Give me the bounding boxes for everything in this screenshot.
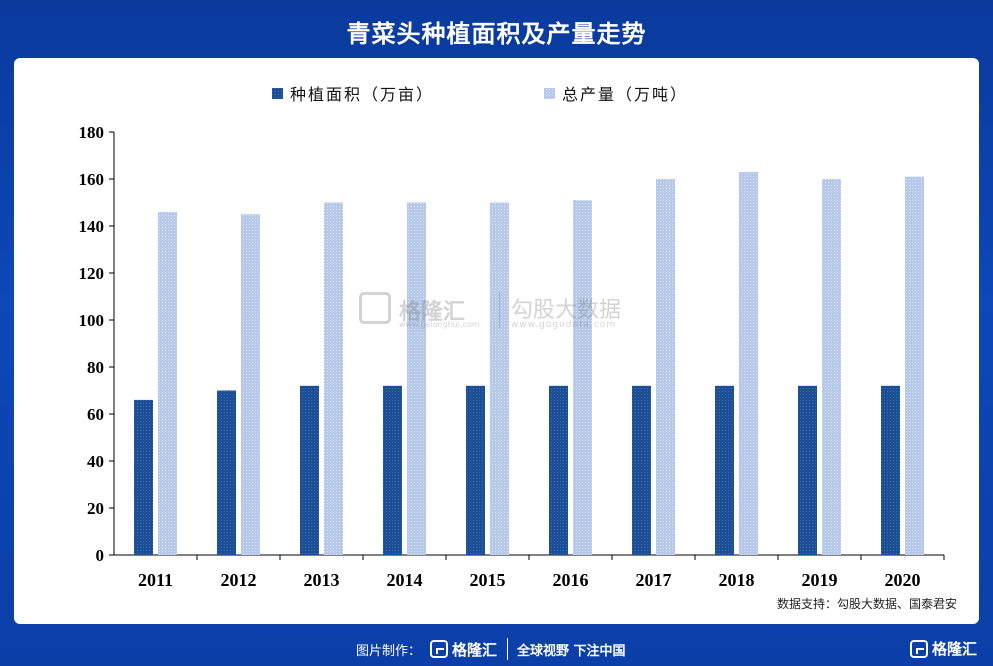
legend-swatch-0 xyxy=(272,88,283,99)
bar-area-2018 xyxy=(715,385,734,555)
x-tick-label: 2013 xyxy=(304,570,340,590)
y-tick-label: 60 xyxy=(87,405,104,424)
x-tick-label: 2014 xyxy=(387,570,423,590)
bar-output-2013 xyxy=(324,202,343,555)
footer-logo: 格隆汇 xyxy=(430,638,497,660)
bar-output-2014 xyxy=(407,202,426,555)
source-note: 数据支持：勾股大数据、国泰君安 xyxy=(776,597,957,611)
x-tick-label: 2020 xyxy=(885,570,921,590)
y-tick-label: 160 xyxy=(79,170,105,189)
y-tick-label: 180 xyxy=(79,123,105,142)
footer-slogan: 全球视野 下注中国 xyxy=(517,644,626,659)
watermark-data-brand: 勾股大数据 xyxy=(511,298,622,323)
corner-brand: 格隆汇 xyxy=(931,640,977,658)
bar-output-2020 xyxy=(905,176,924,555)
page-title: 青菜头种植面积及产量走势 xyxy=(346,20,647,48)
x-tick-label: 2012 xyxy=(221,570,257,590)
bar-chart: 0 20 40 60 80 100 120 140 160 180 2011 2012 2013 2014… xyxy=(79,85,945,590)
bar-area-2013 xyxy=(300,385,319,555)
watermark-divider xyxy=(499,292,500,328)
x-tick-label: 2016 xyxy=(553,570,589,590)
y-tick-label: 80 xyxy=(87,358,104,377)
bar-area-2011 xyxy=(134,399,153,555)
y-tick-label: 120 xyxy=(79,264,105,283)
footer: 图片制作： 格隆汇 全球视野 下注中国 格隆汇 xyxy=(0,636,993,666)
y-tick-label: 40 xyxy=(87,452,104,471)
bar-output-2017 xyxy=(656,179,675,555)
y-tick-label: 0 xyxy=(96,546,105,565)
watermark-data-url: www.gogudata.com xyxy=(511,320,617,330)
corner-logo-icon xyxy=(909,639,928,658)
bar-output-2019 xyxy=(822,179,841,555)
legend-label-0: 种植面积（万亩） xyxy=(290,85,434,104)
bar-output-2011 xyxy=(158,211,177,555)
x-tick-label: 2017 xyxy=(636,570,672,590)
x-tick-label: 2011 xyxy=(138,570,173,590)
brand-logo-icon xyxy=(430,640,448,658)
y-tick-label: 100 xyxy=(79,311,105,330)
bar-area-2015 xyxy=(466,385,485,555)
bar-area-2017 xyxy=(632,385,651,555)
footer-brand: 格隆汇 xyxy=(452,640,498,659)
bar-area-2019 xyxy=(798,385,817,555)
bar-area-2012 xyxy=(217,390,236,555)
watermark-brand: 格隆汇 xyxy=(399,300,466,325)
y-tick-label: 20 xyxy=(87,499,104,518)
bar-output-2016 xyxy=(573,200,592,555)
corner-logo: 格隆汇 xyxy=(909,638,977,659)
bar-area-2020 xyxy=(881,385,900,555)
bar-area-2016 xyxy=(549,385,568,555)
footer-divider xyxy=(507,638,508,660)
legend-swatch-1 xyxy=(544,88,555,99)
watermark-brand-url: www.gelonghui.com xyxy=(399,320,480,329)
chart-panel: 0 20 40 60 80 100 120 140 160 180 2011 2012 2013 2014… xyxy=(14,58,979,624)
bar-output-2015 xyxy=(490,202,509,555)
watermark-logo-icon xyxy=(359,292,391,324)
bar-output-2012 xyxy=(241,214,260,555)
footer-label: 图片制作： xyxy=(356,644,422,659)
y-tick-label: 140 xyxy=(79,217,105,236)
x-tick-label: 2019 xyxy=(802,570,838,590)
bar-output-2018 xyxy=(739,171,758,555)
x-tick-label: 2015 xyxy=(470,570,506,590)
x-tick-label: 2018 xyxy=(719,570,755,590)
legend-label-1: 总产量（万吨） xyxy=(562,85,688,104)
watermark: 格隆汇 www.gelonghui.com 勾股大数据 www.gogudata… xyxy=(359,290,659,334)
bar-area-2014 xyxy=(383,385,402,555)
